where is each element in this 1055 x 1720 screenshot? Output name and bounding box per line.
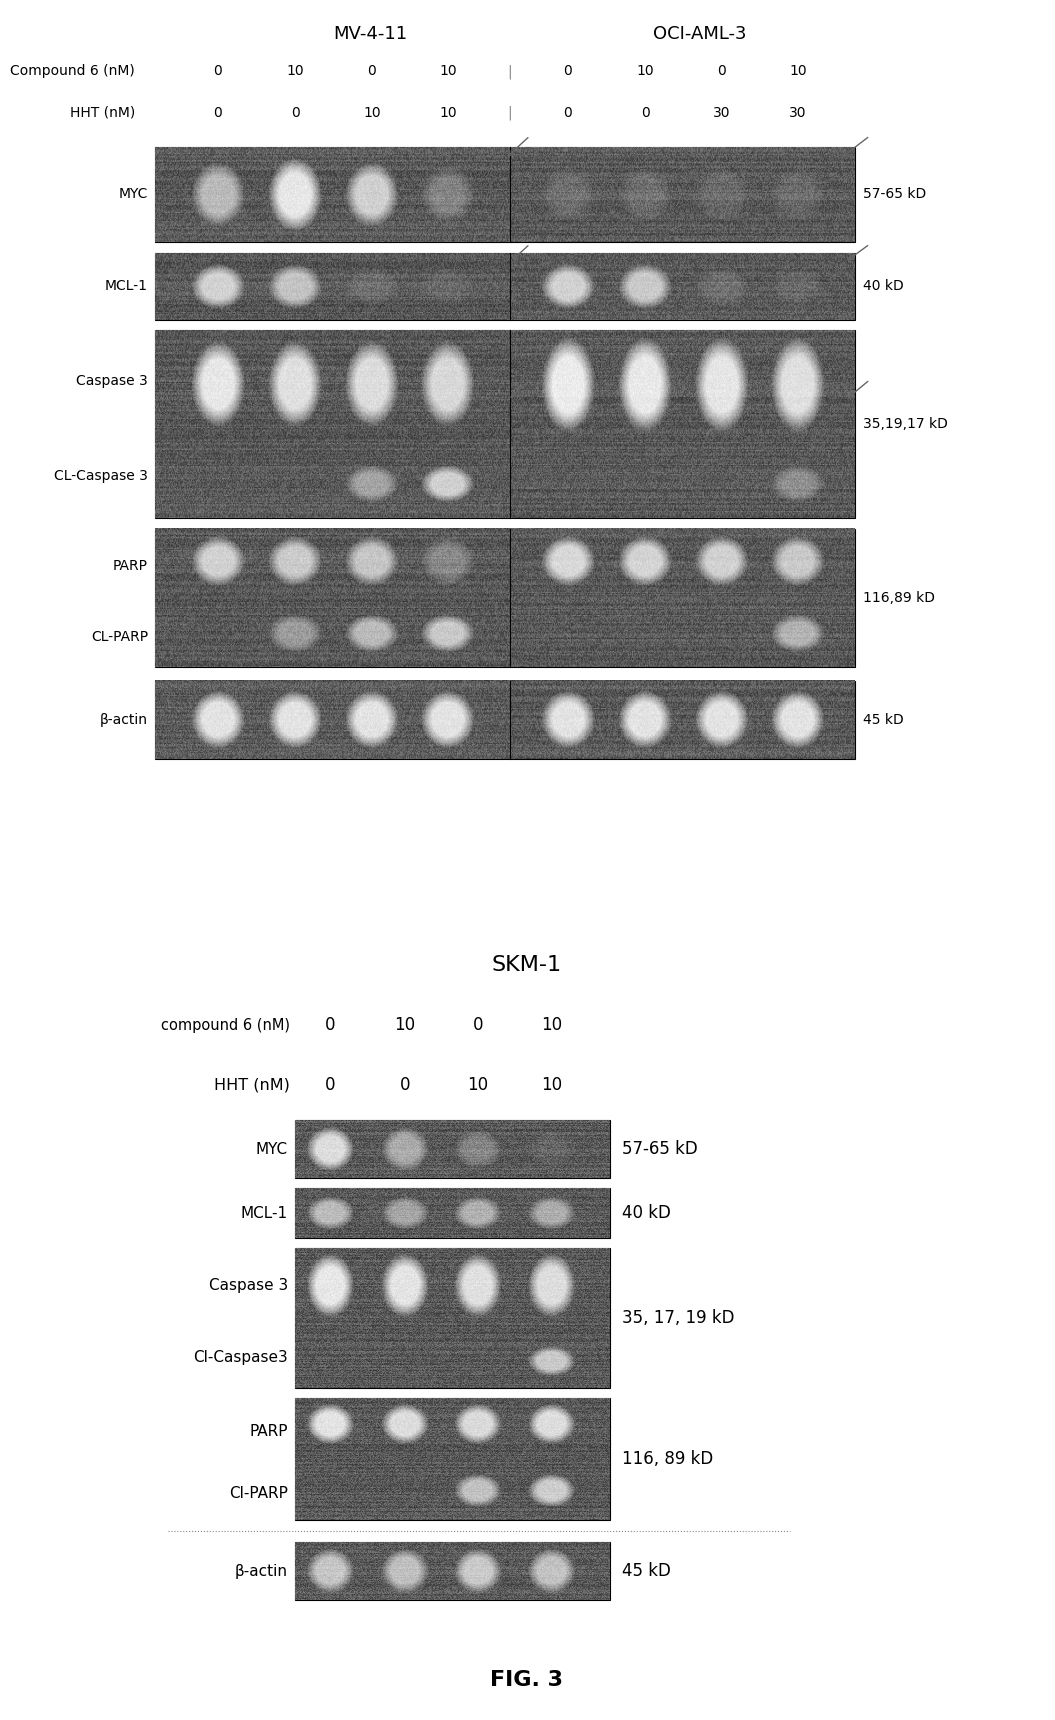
Text: HHT (nM): HHT (nM) <box>214 1078 290 1092</box>
Text: 10: 10 <box>439 105 457 120</box>
Text: PARP: PARP <box>113 559 148 573</box>
Text: 35, 17, 19 kD: 35, 17, 19 kD <box>622 1309 734 1328</box>
Text: 57-65 kD: 57-65 kD <box>622 1140 697 1158</box>
Text: 10: 10 <box>541 1077 562 1094</box>
Text: 10: 10 <box>541 1017 562 1034</box>
Text: 30: 30 <box>789 105 807 120</box>
Text: |: | <box>507 64 513 79</box>
Text: 0: 0 <box>473 1017 483 1034</box>
Text: 40 kD: 40 kD <box>622 1204 671 1223</box>
Bar <box>295 1249 610 1388</box>
Bar <box>155 530 855 667</box>
Bar <box>155 253 855 320</box>
Text: 0: 0 <box>400 1077 410 1094</box>
Text: MYC: MYC <box>118 187 148 201</box>
Text: 10: 10 <box>439 64 457 79</box>
Text: 35,19,17 kD: 35,19,17 kD <box>863 416 947 432</box>
Text: 10: 10 <box>467 1077 488 1094</box>
Text: 0: 0 <box>717 64 727 79</box>
Text: MCL-1: MCL-1 <box>241 1206 288 1221</box>
Text: 0: 0 <box>290 105 300 120</box>
Text: Caspase 3: Caspase 3 <box>76 373 148 387</box>
Text: Caspase 3: Caspase 3 <box>209 1278 288 1293</box>
Text: compound 6 (nM): compound 6 (nM) <box>161 1018 290 1032</box>
Text: 116, 89 kD: 116, 89 kD <box>622 1450 713 1469</box>
Text: 0: 0 <box>213 64 223 79</box>
Bar <box>155 681 855 759</box>
Text: 0: 0 <box>367 64 377 79</box>
Text: Compound 6 (nM): Compound 6 (nM) <box>11 64 135 79</box>
Bar <box>295 1398 610 1520</box>
Text: OCI-AML-3: OCI-AML-3 <box>653 26 747 43</box>
Text: 10: 10 <box>363 105 381 120</box>
Text: 10: 10 <box>636 64 654 79</box>
Text: 45 kD: 45 kD <box>622 1562 671 1581</box>
Text: 30: 30 <box>713 105 731 120</box>
Text: 0: 0 <box>325 1017 335 1034</box>
Text: PARP: PARP <box>249 1424 288 1438</box>
Text: FIG. 3: FIG. 3 <box>491 1670 563 1691</box>
Text: 10: 10 <box>395 1017 416 1034</box>
Text: 0: 0 <box>213 105 223 120</box>
Text: MCL-1: MCL-1 <box>106 279 148 294</box>
Text: MYC: MYC <box>256 1142 288 1156</box>
Text: 116,89 kD: 116,89 kD <box>863 592 935 605</box>
Bar <box>295 1120 610 1178</box>
Text: HHT (nM): HHT (nM) <box>70 105 135 120</box>
Text: |: | <box>507 105 513 120</box>
Text: 40 kD: 40 kD <box>863 279 904 294</box>
Text: CL-PARP: CL-PARP <box>91 630 148 643</box>
Text: 10: 10 <box>286 64 304 79</box>
Text: 45 kD: 45 kD <box>863 714 904 728</box>
Text: 0: 0 <box>563 64 573 79</box>
Text: Cl-Caspase3: Cl-Caspase3 <box>193 1350 288 1364</box>
Text: 0: 0 <box>640 105 650 120</box>
Bar <box>155 148 855 241</box>
Text: SKM-1: SKM-1 <box>492 955 562 975</box>
Text: β-actin: β-actin <box>100 714 148 728</box>
Bar <box>295 1189 610 1238</box>
Text: CL-Caspase 3: CL-Caspase 3 <box>54 470 148 483</box>
Text: 57-65 kD: 57-65 kD <box>863 187 926 201</box>
Text: 10: 10 <box>789 64 807 79</box>
Text: 0: 0 <box>325 1077 335 1094</box>
Bar <box>155 330 855 518</box>
Text: 0: 0 <box>563 105 573 120</box>
Text: β-actin: β-actin <box>235 1563 288 1579</box>
Text: Cl-PARP: Cl-PARP <box>229 1486 288 1502</box>
Text: MV-4-11: MV-4-11 <box>333 26 407 43</box>
Bar <box>295 1543 610 1600</box>
